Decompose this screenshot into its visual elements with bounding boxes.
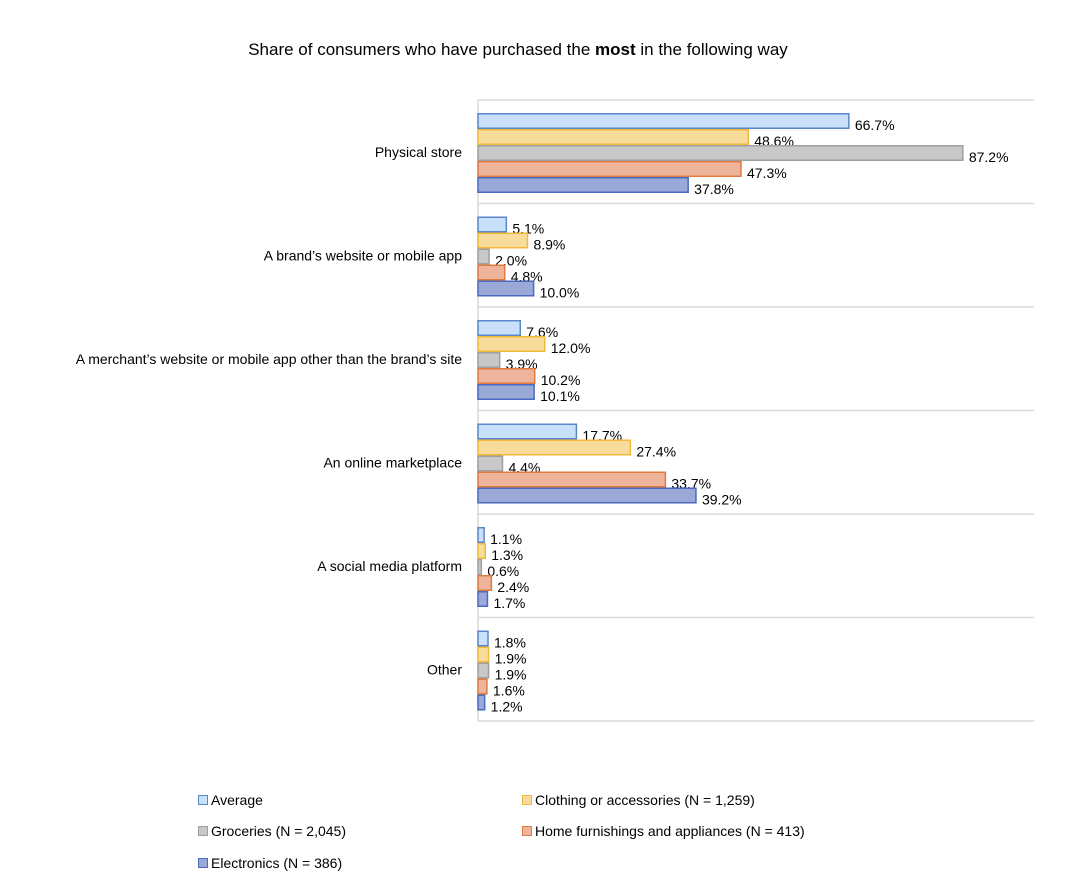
bar	[477, 543, 486, 559]
data-label: 12.0%	[551, 340, 591, 356]
legend-item: Home furnishings and appliances (N = 413…	[522, 823, 805, 839]
data-label: 8.9%	[533, 237, 565, 253]
category-label: A social media platform	[317, 558, 462, 574]
bar	[477, 336, 546, 352]
chart-title: Share of consumers who have purchased th…	[0, 40, 1036, 60]
bar	[477, 487, 697, 504]
legend-item: Electronics (N = 386)	[198, 855, 342, 871]
bar	[477, 384, 535, 400]
legend-swatch	[198, 826, 208, 836]
legend-swatch	[198, 858, 208, 868]
bar	[477, 471, 667, 488]
data-label: 10.1%	[540, 388, 580, 404]
data-label: 27.4%	[636, 444, 676, 460]
title-emphasis: most	[595, 40, 636, 59]
legend-swatch	[522, 826, 532, 836]
bar	[477, 161, 742, 177]
legend-label: Clothing or accessories (N = 1,259)	[535, 792, 755, 808]
data-label: 1.3%	[491, 547, 523, 563]
bar	[477, 320, 522, 336]
bar	[477, 455, 504, 472]
data-label: 1.9%	[495, 651, 527, 667]
bar	[477, 177, 689, 193]
bar	[477, 145, 964, 161]
legend-label: Average	[211, 792, 263, 808]
data-label: 39.2%	[702, 492, 742, 508]
bar	[477, 559, 483, 575]
data-label: 1.2%	[491, 699, 523, 715]
legend-item: Groceries (N = 2,045)	[198, 823, 346, 839]
data-label: 2.4%	[497, 579, 529, 595]
data-label: 1.7%	[493, 595, 525, 611]
data-label: 1.9%	[495, 667, 527, 683]
bar	[477, 248, 490, 265]
category-label: A brand’s website or mobile app	[264, 247, 462, 263]
bar	[477, 232, 529, 249]
category-label: An online marketplace	[323, 454, 462, 470]
bar	[477, 591, 489, 607]
bar	[477, 662, 490, 679]
bar	[477, 264, 506, 281]
bar	[477, 352, 501, 368]
legend-item: Clothing or accessories (N = 1,259)	[522, 792, 755, 808]
bar	[477, 113, 850, 129]
data-label: 1.1%	[490, 531, 522, 547]
data-label: 0.6%	[487, 563, 519, 579]
data-label: 87.2%	[969, 149, 1009, 165]
data-label: 66.7%	[855, 117, 895, 133]
legend-swatch	[522, 795, 532, 805]
title-text: in the following way	[635, 40, 788, 59]
title-text: Share of consumers who have purchased th…	[248, 40, 596, 59]
data-label: 10.2%	[541, 372, 581, 388]
data-label: 1.8%	[494, 635, 526, 651]
bar	[477, 527, 485, 543]
legend-label: Electronics (N = 386)	[211, 855, 343, 871]
bar	[477, 423, 578, 440]
bar	[477, 280, 535, 297]
data-label: 47.3%	[747, 165, 787, 181]
category-label: Physical store	[375, 144, 462, 160]
data-label: 10.0%	[540, 285, 580, 301]
legend-label: Home furnishings and appliances (N = 413…	[535, 823, 805, 839]
category-label: Other	[427, 661, 462, 677]
bar	[477, 630, 489, 647]
bar	[477, 575, 493, 591]
data-label: 1.6%	[493, 683, 525, 699]
legend-swatch	[198, 795, 208, 805]
bar	[477, 368, 536, 384]
legend-item: Average	[198, 792, 263, 808]
data-label: 37.8%	[694, 181, 734, 197]
legend-label: Groceries (N = 2,045)	[211, 823, 346, 839]
bar	[477, 678, 488, 695]
category-label: A merchant’s website or mobile app other…	[76, 351, 462, 367]
bar	[477, 216, 508, 233]
bar	[477, 129, 749, 145]
bar	[477, 646, 490, 663]
bar	[477, 694, 486, 711]
bar	[477, 439, 632, 456]
